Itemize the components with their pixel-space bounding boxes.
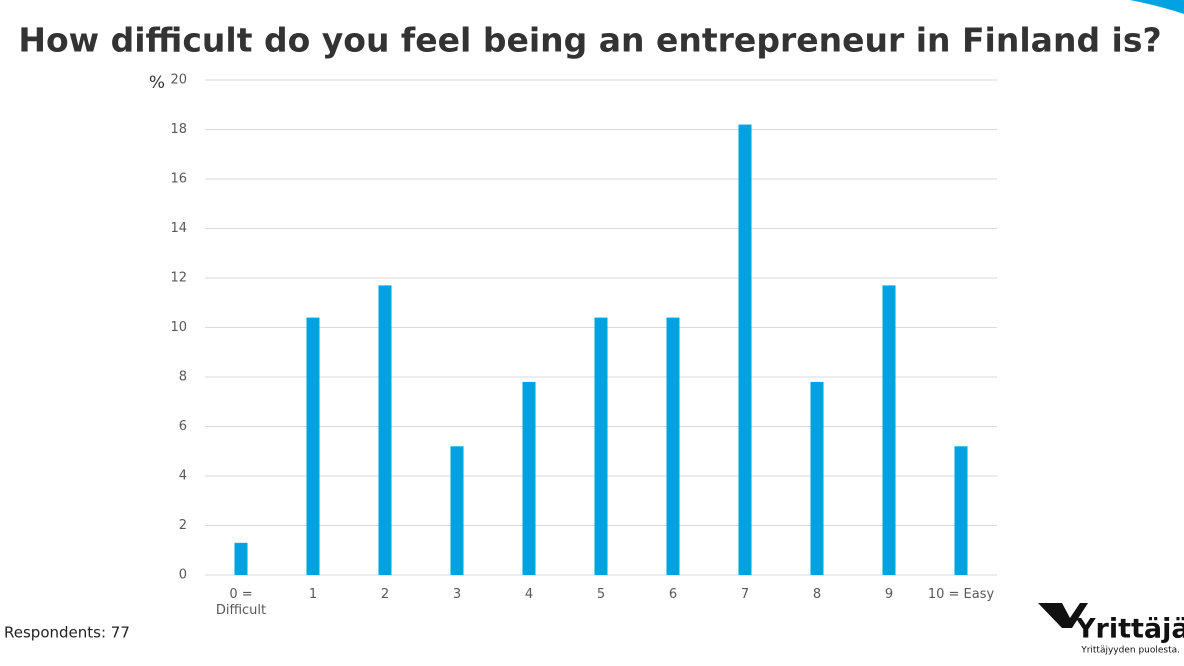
x-tick-label: 10 = Easy — [927, 587, 995, 602]
x-tick-label: 7 — [740, 587, 750, 602]
bar — [810, 381, 824, 575]
logo-name: Yrittäjät — [1075, 614, 1184, 645]
logo: Yrittäjät Yrittäjyyden puolesta. — [1038, 603, 1184, 656]
y-tick-label: 20 — [170, 73, 187, 88]
bar — [378, 285, 392, 575]
bar — [882, 285, 896, 575]
chart-title: How difficult do you feel being an entre… — [18, 21, 1161, 60]
footnote: Respondents: 77 — [4, 624, 130, 642]
x-tick-label: 0 = Difficult — [215, 587, 267, 618]
y-tick-label: 14 — [170, 221, 187, 236]
y-tick-label: 6 — [179, 419, 187, 434]
y-tick-label: 18 — [170, 122, 187, 137]
x-tick-label: 9 — [884, 587, 894, 602]
bar — [306, 317, 320, 575]
x-tick-label: 5 — [596, 587, 606, 602]
y-axis-label: % — [149, 73, 165, 93]
bar — [234, 542, 248, 575]
logo-tagline: Yrittäjyyden puolesta. — [1080, 646, 1180, 656]
y-tick-label: 8 — [179, 370, 187, 385]
bar — [594, 317, 608, 575]
y-tick-label: 10 — [170, 320, 187, 335]
bar — [666, 317, 680, 575]
x-tick-label: 8 — [812, 587, 822, 602]
bar — [738, 124, 752, 576]
bar — [954, 446, 968, 575]
x-tick-label: 3 — [452, 587, 462, 602]
x-tick-label: 2 — [380, 587, 390, 602]
logo-mark — [1038, 603, 1088, 628]
y-tick-label: 12 — [170, 271, 187, 286]
bar — [450, 446, 464, 575]
y-tick-label: 0 — [179, 568, 187, 583]
x-tick-label: 6 — [668, 587, 678, 602]
y-tick-label: 2 — [179, 518, 187, 533]
x-tick-label: 1 — [308, 587, 318, 602]
x-tick-label: 4 — [524, 587, 534, 602]
y-tick-label: 4 — [179, 469, 187, 484]
bar — [522, 381, 536, 575]
corner-decoration — [1130, 0, 1184, 14]
y-tick-label: 16 — [170, 172, 187, 187]
